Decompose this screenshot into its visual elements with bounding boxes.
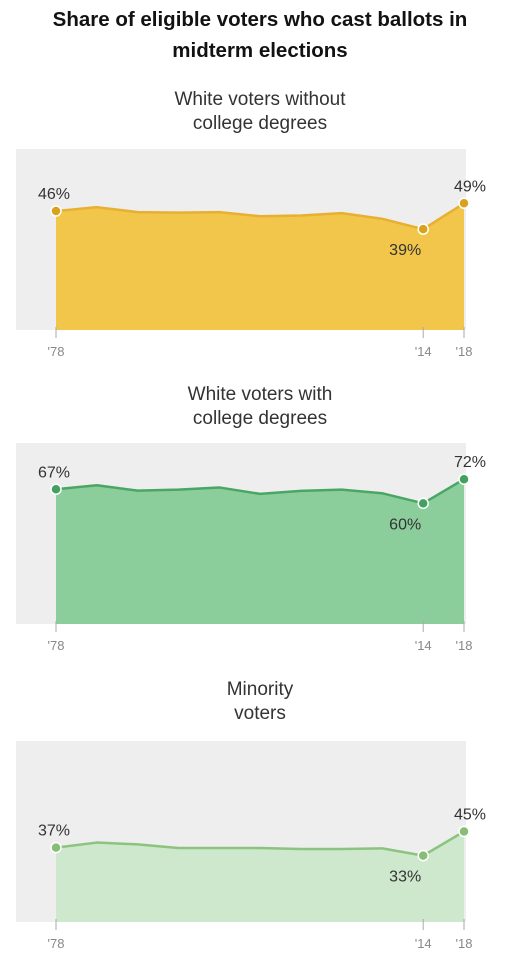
data-label: 45% xyxy=(454,807,486,824)
series-line xyxy=(55,202,465,231)
panel-title: White voters without college degrees xyxy=(174,89,346,134)
data-point xyxy=(458,825,470,838)
series-line xyxy=(55,830,465,857)
x-tick-label: '14 xyxy=(415,344,432,359)
data-point xyxy=(50,205,62,217)
area-fill xyxy=(56,831,464,922)
x-tick-label: '14 xyxy=(415,638,432,653)
x-tick-label: '18 xyxy=(456,344,473,359)
data-point xyxy=(50,483,62,496)
x-tick-label: '14 xyxy=(415,936,432,951)
panel-title: Minority voters xyxy=(226,679,294,724)
data-label: 37% xyxy=(38,823,70,840)
series-line xyxy=(55,478,465,505)
x-tick-label: '78 xyxy=(48,344,65,359)
data-point xyxy=(417,223,429,235)
data-point xyxy=(458,473,470,485)
area-fill xyxy=(56,479,464,624)
area-chart: '78 '14 '18 46% 39% 49% xyxy=(16,149,486,359)
data-point xyxy=(417,497,429,510)
x-tick-label: '18 xyxy=(456,936,473,951)
data-point xyxy=(50,841,62,854)
panel-title: White voters with college degrees xyxy=(187,384,333,429)
x-tick-label: '78 xyxy=(48,936,65,951)
data-label: 49% xyxy=(454,178,486,195)
data-label: 60% xyxy=(389,516,421,533)
chart-title: Share of eligible voters who cast ballot… xyxy=(52,8,468,62)
data-label: 46% xyxy=(38,186,70,203)
data-label: 33% xyxy=(389,869,421,886)
data-label: 39% xyxy=(389,242,421,259)
area-chart: '78 '14 '18 37% 33% 45% xyxy=(16,741,486,951)
x-tick-label: '18 xyxy=(456,638,473,653)
data-label: 67% xyxy=(38,464,70,481)
area-fill xyxy=(56,203,464,330)
area-chart: '78 '14 '18 67% 60% 72% xyxy=(16,443,486,653)
data-point xyxy=(458,197,470,210)
data-point xyxy=(417,849,429,862)
x-tick-label: '78 xyxy=(48,638,65,653)
data-label: 72% xyxy=(454,454,486,471)
